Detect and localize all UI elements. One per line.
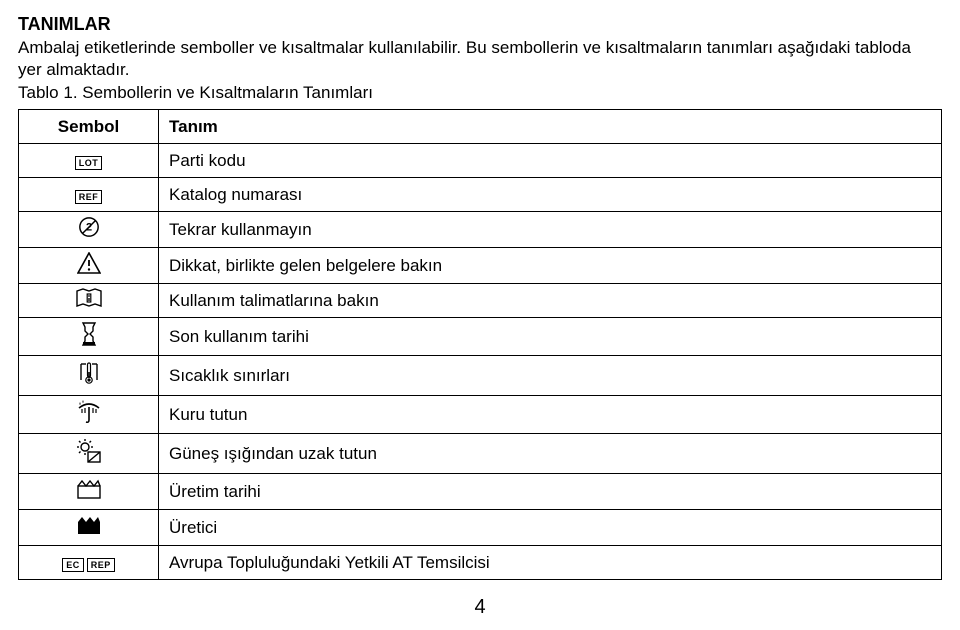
table-row: LOT Parti kodu [19,144,942,178]
definitions-table: Sembol Tanım LOT Parti kodu REF Katalog … [18,109,942,580]
table-caption: Tablo 1. Sembollerin ve Kısaltmaların Ta… [18,83,942,103]
lot-code-icon: LOT [75,156,103,170]
table-row: Kuru tutun [19,396,942,434]
do-not-reuse-icon: 2 [78,216,100,238]
page-title: TANIMLAR [18,14,942,35]
table-row: Son kullanım tarihi [19,318,942,356]
table-row: REF Katalog numarası [19,178,942,212]
definition-cell: Kuru tutun [159,396,942,434]
table-row: EC REP Avrupa Topluluğundaki Yetkili AT … [19,546,942,580]
table-row: 2 Tekrar kullanmayın [19,212,942,248]
definition-cell: Dikkat, birlikte gelen belgelere bakın [159,248,942,284]
definition-cell: Son kullanım tarihi [159,318,942,356]
page-number: 4 [18,596,942,619]
table-row: Üretim tarihi [19,474,942,510]
ec-rep-icon: EC REP [62,558,115,572]
definition-cell: Parti kodu [159,144,942,178]
keep-away-from-sunlight-icon [76,438,102,464]
table-header-row: Sembol Tanım [19,110,942,144]
manufacturer-icon [76,514,102,536]
definition-cell: Kullanım talimatlarına bakın [159,284,942,318]
table-row: Kullanım talimatlarına bakın [19,284,942,318]
header-definition: Tanım [159,110,942,144]
catalog-number-icon: REF [75,190,103,204]
use-by-date-icon [79,322,99,346]
table-row: Dikkat, birlikte gelen belgelere bakın [19,248,942,284]
definition-cell: Üretim tarihi [159,474,942,510]
table-row: Sıcaklık sınırları [19,356,942,396]
table-row: Üretici [19,510,942,546]
definition-cell: Katalog numarası [159,178,942,212]
definition-cell: Sıcaklık sınırları [159,356,942,396]
header-symbol: Sembol [19,110,159,144]
caution-icon [77,252,101,274]
manufacture-date-icon [76,478,102,500]
definition-cell: Tekrar kullanmayın [159,212,942,248]
definition-cell: Üretici [159,510,942,546]
keep-dry-icon [76,400,102,424]
temperature-limit-icon [78,360,100,386]
definition-cell: Avrupa Topluluğundaki Yetkili AT Temsilc… [159,546,942,580]
intro-text: Ambalaj etiketlerinde semboller ve kısal… [18,37,938,81]
consult-instructions-icon [76,288,102,308]
definition-cell: Güneş ışığından uzak tutun [159,434,942,474]
table-row: Güneş ışığından uzak tutun [19,434,942,474]
